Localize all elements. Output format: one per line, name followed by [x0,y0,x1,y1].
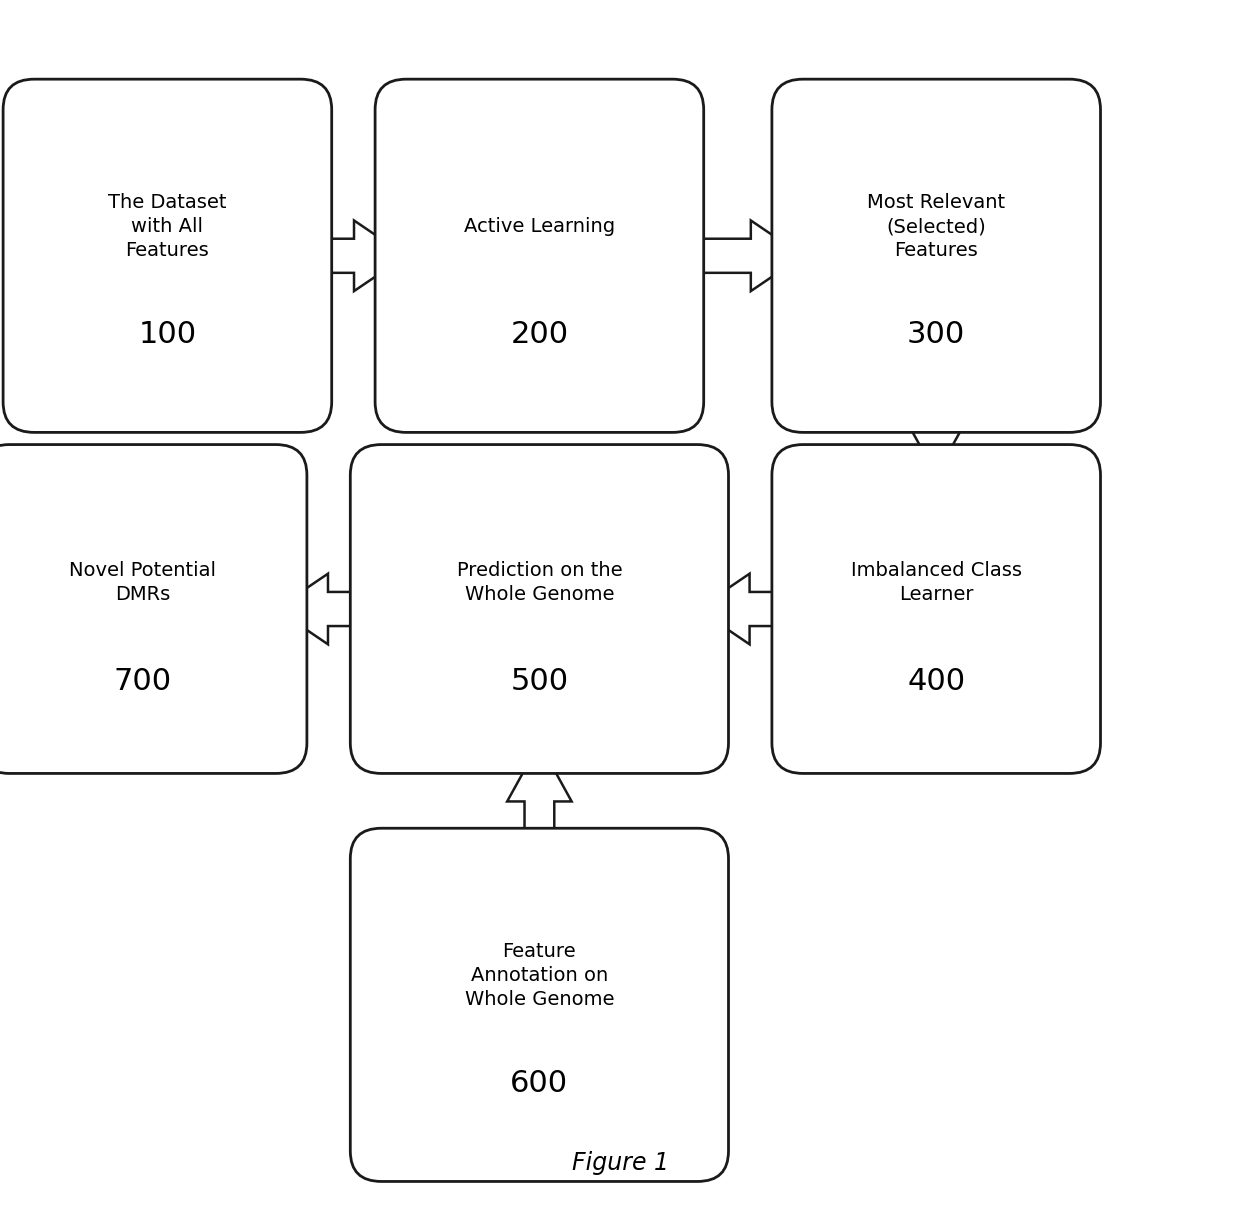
Polygon shape [697,574,804,644]
FancyBboxPatch shape [374,79,704,432]
Polygon shape [672,220,804,291]
Text: 500: 500 [511,666,568,695]
Text: Figure 1: Figure 1 [572,1151,668,1175]
Text: Most Relevant
(Selected)
Features: Most Relevant (Selected) Features [867,192,1006,261]
Text: 300: 300 [908,320,965,350]
FancyBboxPatch shape [350,828,728,1181]
Text: 100: 100 [139,320,196,350]
Text: The Dataset
with All
Features: The Dataset with All Features [108,192,227,261]
FancyBboxPatch shape [4,79,332,432]
Text: Imbalanced Class
Learner: Imbalanced Class Learner [851,560,1022,604]
FancyBboxPatch shape [771,79,1101,432]
Polygon shape [300,220,407,291]
Text: Active Learning: Active Learning [464,217,615,236]
Text: Feature
Annotation on
Whole Genome: Feature Annotation on Whole Genome [465,942,614,1010]
Text: Novel Potential
DMRs: Novel Potential DMRs [69,560,216,604]
Polygon shape [904,402,968,475]
Text: 200: 200 [511,320,568,350]
FancyBboxPatch shape [771,445,1101,773]
FancyBboxPatch shape [350,445,728,773]
Text: 600: 600 [511,1069,568,1099]
Text: 700: 700 [114,666,171,695]
Text: 400: 400 [908,666,965,695]
Polygon shape [275,574,382,644]
FancyBboxPatch shape [0,445,308,773]
Text: Prediction on the
Whole Genome: Prediction on the Whole Genome [456,560,622,604]
Polygon shape [507,743,572,859]
